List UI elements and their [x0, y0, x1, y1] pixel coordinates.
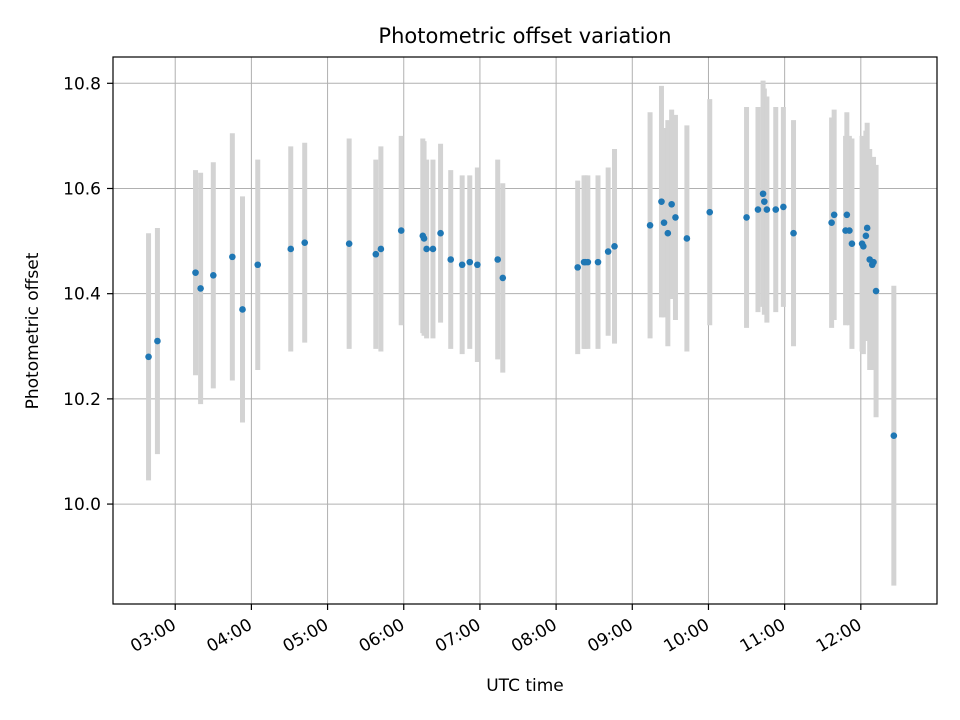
- data-point: [145, 353, 152, 361]
- data-point: [668, 200, 675, 208]
- data-point: [862, 232, 870, 240]
- data-point: [499, 274, 507, 282]
- y-axis: 10.0 10.2 10.4 10.6 10.8: [63, 74, 113, 515]
- y-tick-label: 10.2: [63, 390, 101, 410]
- data-point: [397, 227, 405, 234]
- data-point: [772, 206, 780, 213]
- chart-title: Photometric offset variation: [378, 24, 671, 48]
- data-point: [658, 198, 665, 205]
- y-tick-label: 10.8: [63, 74, 101, 94]
- data-point: [660, 219, 668, 226]
- data-point: [604, 248, 612, 255]
- data-point: [848, 240, 856, 248]
- data-point: [345, 240, 353, 248]
- data-point: [458, 261, 466, 269]
- data-point: [759, 190, 767, 198]
- data-point: [474, 261, 481, 269]
- data-point: [377, 245, 385, 253]
- data-point: [830, 211, 838, 219]
- data-point: [743, 214, 750, 221]
- data-point: [372, 250, 380, 258]
- data-point: [780, 203, 787, 211]
- data-point: [672, 214, 679, 221]
- y-axis-label: Photometric offset: [23, 252, 43, 409]
- data-point: [192, 269, 199, 276]
- data-point: [254, 261, 262, 269]
- data-point: [828, 219, 835, 226]
- data-points: [145, 190, 898, 439]
- data-point: [846, 227, 853, 234]
- data-point: [437, 229, 444, 237]
- data-point: [706, 208, 714, 216]
- data-point: [761, 198, 768, 205]
- data-point: [754, 206, 762, 213]
- data-point: [594, 258, 602, 266]
- y-tick-label: 10.4: [63, 285, 101, 305]
- data-point: [197, 285, 204, 292]
- y-tick-label: 10.0: [63, 495, 101, 515]
- data-point: [447, 256, 455, 263]
- data-point: [229, 253, 236, 261]
- data-point: [210, 271, 217, 279]
- data-point: [287, 245, 295, 253]
- data-point: [683, 235, 691, 242]
- data-point: [574, 264, 581, 271]
- data-point: [863, 224, 871, 232]
- data-point: [664, 229, 672, 237]
- x-axis-label: UTC time: [486, 676, 564, 696]
- data-point: [763, 206, 771, 213]
- data-point: [890, 432, 898, 439]
- data-point: [872, 287, 880, 295]
- data-point: [301, 239, 309, 246]
- y-tick-label: 10.6: [63, 179, 101, 199]
- data-point: [584, 258, 592, 266]
- data-point: [420, 235, 428, 242]
- data-point: [154, 337, 161, 345]
- data-point: [870, 258, 877, 266]
- data-point: [790, 229, 797, 237]
- data-point: [646, 222, 654, 229]
- data-point: [611, 243, 618, 250]
- data-point: [860, 243, 867, 250]
- data-point: [239, 306, 246, 313]
- data-point: [429, 245, 437, 253]
- plot-frame: [112, 56, 938, 605]
- data-point: [843, 211, 851, 219]
- data-point: [494, 256, 502, 263]
- data-point: [466, 258, 474, 266]
- data-point: [423, 245, 430, 253]
